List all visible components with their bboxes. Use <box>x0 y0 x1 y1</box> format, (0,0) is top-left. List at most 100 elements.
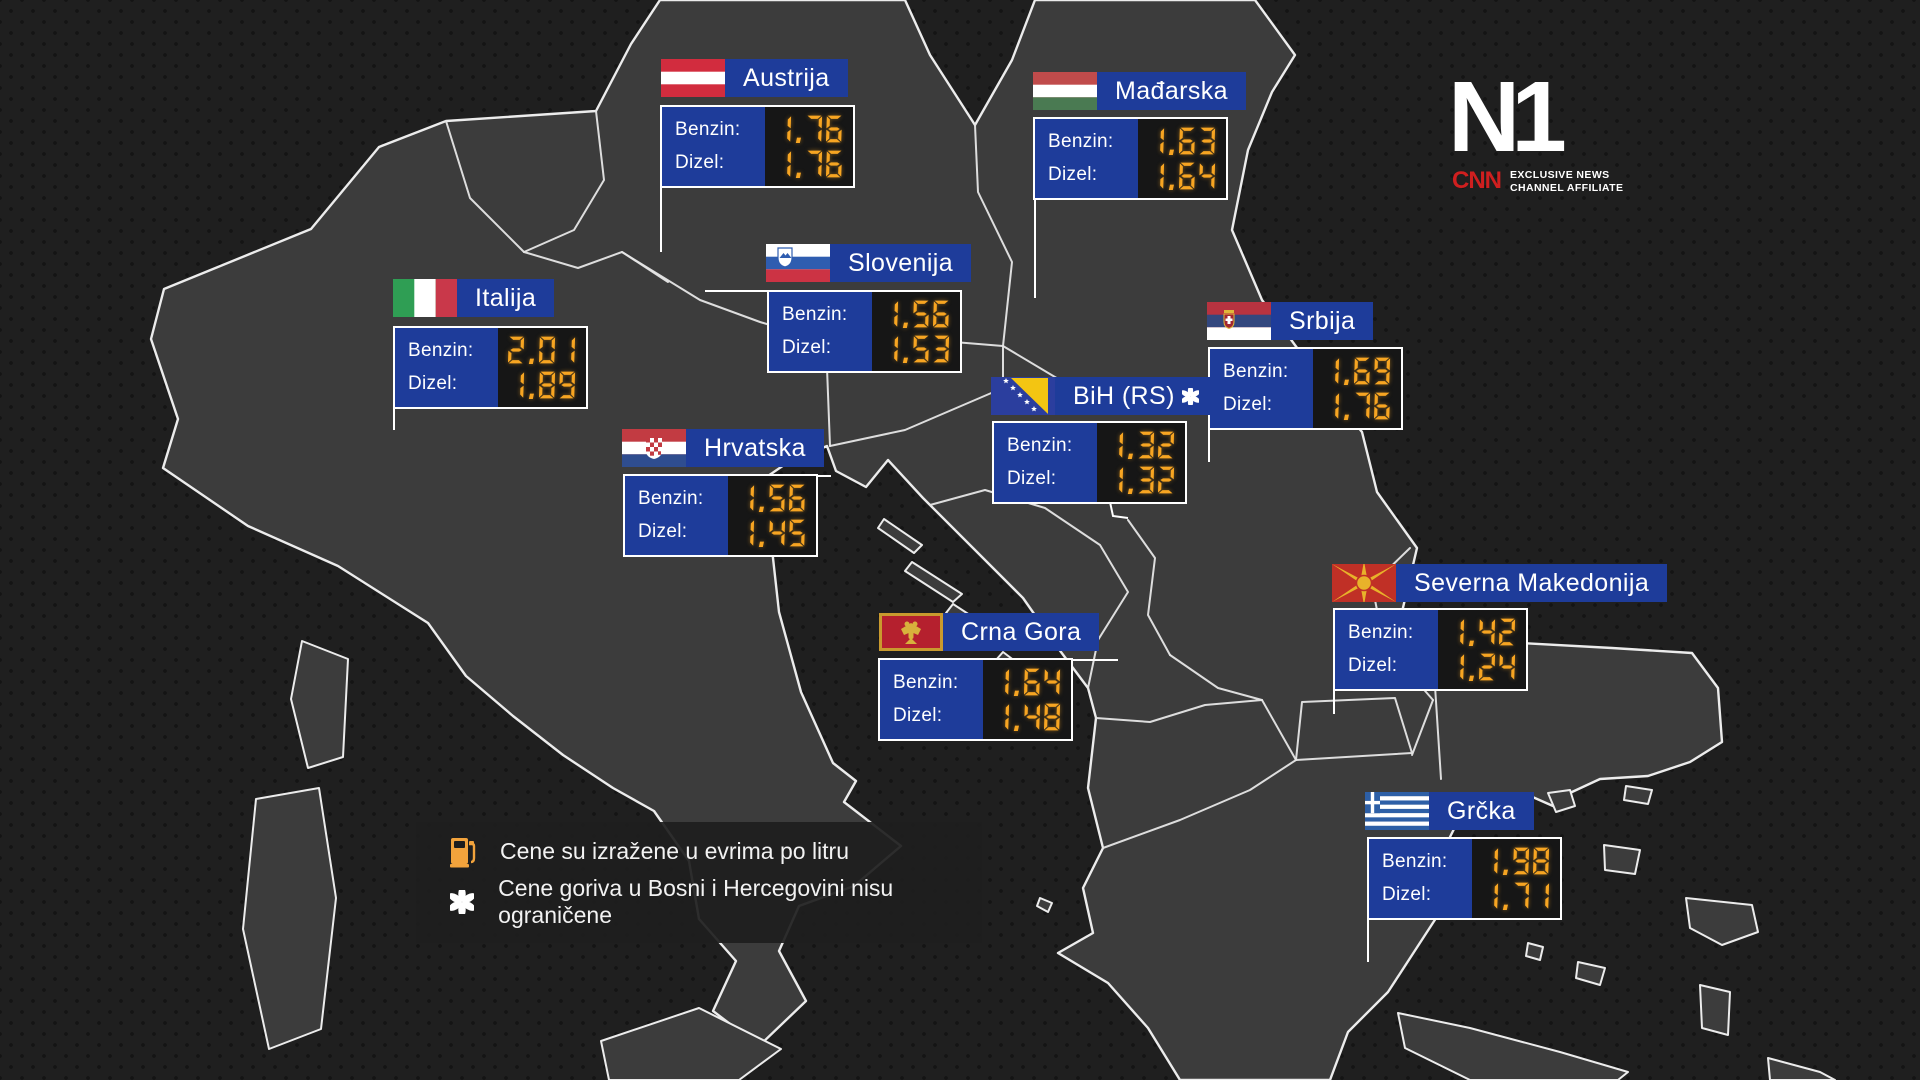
country-card-header: BiH (RS) <box>991 377 1217 415</box>
benzin-price-value <box>1482 847 1550 876</box>
dizel-price-value <box>1448 653 1516 681</box>
price-panel: Benzin: Dizel: <box>878 658 1073 741</box>
country-name-label: Grčka <box>1429 792 1534 830</box>
country-card-header: Grčka <box>1365 792 1534 830</box>
legend-item: Cene goriva u Bosni i Hercegovini nisu o… <box>448 875 982 929</box>
country-flag-icon <box>1207 302 1271 340</box>
benzin-label: Benzin: <box>408 339 474 361</box>
country-flag-icon <box>991 377 1055 415</box>
dizel-price-value <box>508 371 576 399</box>
price-display <box>1438 610 1526 689</box>
benzin-label: Benzin: <box>1348 621 1414 643</box>
country-flag-icon <box>1332 564 1396 602</box>
price-panel: Benzin: Dizel: <box>1367 837 1562 920</box>
price-panel: Benzin: Dizel: <box>767 290 962 373</box>
benzin-label: Benzin: <box>1382 850 1448 872</box>
mainland-shape <box>149 0 1724 1080</box>
fuel-pump-icon <box>448 836 478 868</box>
legend-text: Cene goriva u Bosni i Hercegovini nisu o… <box>498 875 894 929</box>
price-display <box>872 292 960 371</box>
country-card-header: Austrija <box>661 59 848 97</box>
country-card-header: Italija <box>393 279 555 317</box>
price-display <box>765 107 853 186</box>
benzin-price-value <box>1323 357 1391 386</box>
benzin-label: Benzin: <box>1223 360 1289 382</box>
price-panel: Benzin: Dizel: <box>1208 347 1403 430</box>
country-name-label: Srbija <box>1271 302 1374 340</box>
benzin-price-value <box>1107 431 1175 460</box>
country-card-header: Slovenija <box>766 244 972 282</box>
dizel-price-value <box>1482 882 1550 910</box>
cnn-logo-text: CNN <box>1452 167 1502 194</box>
dizel-label: Dizel: <box>782 337 832 359</box>
country-name-label: Slovenija <box>830 244 972 282</box>
price-display <box>1097 423 1185 502</box>
legend-item: Cene su izražene u evrima po litru <box>448 836 982 868</box>
dizel-label: Dizel: <box>408 373 458 395</box>
benzin-price-value <box>882 300 950 329</box>
dizel-price-value <box>882 335 950 363</box>
benzin-price-value <box>508 336 576 365</box>
price-panel: Benzin: Dizel: <box>992 421 1187 504</box>
legend-panel: Cene su izražene u evrima po litru Cene g… <box>416 822 982 943</box>
leader-line-bih <box>1109 501 1129 519</box>
legend-text: Cene su izražene u evrima po litru <box>500 838 849 865</box>
dizel-label: Dizel: <box>1348 655 1398 677</box>
dizel-price-value <box>993 703 1061 731</box>
dizel-label: Dizel: <box>638 521 688 543</box>
dizel-price-value <box>1107 466 1175 494</box>
dizel-price-value <box>1148 162 1216 190</box>
dizel-label: Dizel: <box>1223 394 1273 416</box>
benzin-label: Benzin: <box>893 671 959 693</box>
n1-logo: N1 CNN EXCLUSIVE NEWS CHANNEL AFFILIATE <box>1448 61 1624 195</box>
benzin-price-value <box>993 668 1061 697</box>
price-display <box>983 660 1071 739</box>
country-flag-icon <box>1033 72 1097 110</box>
price-display <box>1472 839 1560 918</box>
dizel-label: Dizel: <box>1382 884 1432 906</box>
country-flag-icon <box>1365 792 1429 830</box>
dizel-label: Dizel: <box>675 152 725 174</box>
country-name-label: Crna Gora <box>943 613 1100 651</box>
country-card-header: Severna Makedonija <box>1332 564 1668 602</box>
asterisk-icon <box>1180 385 1200 407</box>
benzin-price-value <box>1148 127 1216 156</box>
dizel-price-value <box>738 519 806 547</box>
dizel-label: Dizel: <box>893 705 943 727</box>
price-display <box>728 476 816 555</box>
country-card-header: Crna Gora <box>879 613 1100 651</box>
benzin-price-value <box>1448 618 1516 647</box>
benzin-price-value <box>738 484 806 513</box>
country-card-header: Hrvatska <box>622 429 824 467</box>
dizel-label: Dizel: <box>1048 164 1098 186</box>
country-name-label: Hrvatska <box>686 429 824 467</box>
country-name-label: Mađarska <box>1097 72 1246 110</box>
dizel-price-value <box>1323 392 1391 420</box>
country-flag-icon <box>879 613 943 651</box>
benzin-label: Benzin: <box>1048 130 1114 152</box>
country-name-label: Italija <box>457 279 555 317</box>
price-panel: Benzin: Dizel: <box>1333 608 1528 691</box>
price-panel: Benzin: Dizel: <box>1033 117 1228 200</box>
country-flag-icon <box>766 244 830 282</box>
benzin-label: Benzin: <box>782 303 848 325</box>
country-card-header: Mađarska <box>1033 72 1246 110</box>
country-name-label: Severna Makedonija <box>1396 564 1668 602</box>
benzin-label: Benzin: <box>1007 434 1073 456</box>
dizel-price-value <box>775 150 843 178</box>
n1-logo-text: N1 <box>1448 61 1567 173</box>
country-flag-icon <box>393 279 457 317</box>
country-flag-icon <box>661 59 725 97</box>
price-panel: Benzin: Dizel: <box>623 474 818 557</box>
benzin-label: Benzin: <box>638 487 704 509</box>
price-display <box>1313 349 1401 428</box>
price-display <box>498 328 586 407</box>
price-panel: Benzin: Dizel: <box>393 326 588 409</box>
country-name-label: Austrija <box>725 59 848 97</box>
price-panel: Benzin: Dizel: <box>660 105 855 188</box>
affiliate-text: EXCLUSIVE NEWS CHANNEL AFFILIATE <box>1510 169 1624 195</box>
asterisk-icon <box>448 890 476 915</box>
benzin-label: Benzin: <box>675 118 741 140</box>
price-display <box>1138 119 1226 198</box>
